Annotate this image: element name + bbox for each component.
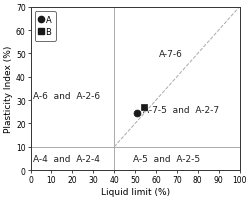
Text: A-7-6: A-7-6 <box>158 50 182 59</box>
X-axis label: Liquid limit (%): Liquid limit (%) <box>100 187 169 196</box>
Y-axis label: Plasticity Index (%): Plasticity Index (%) <box>4 46 13 132</box>
Text: A-6  and  A-2-6: A-6 and A-2-6 <box>32 91 99 100</box>
Text: A-7-5  and  A-2-7: A-7-5 and A-2-7 <box>142 105 218 114</box>
Text: A-5  and  A-2-5: A-5 and A-2-5 <box>132 154 199 163</box>
Legend: A, B: A, B <box>34 12 56 41</box>
Text: A-4  and  A-2-4: A-4 and A-2-4 <box>32 154 99 163</box>
